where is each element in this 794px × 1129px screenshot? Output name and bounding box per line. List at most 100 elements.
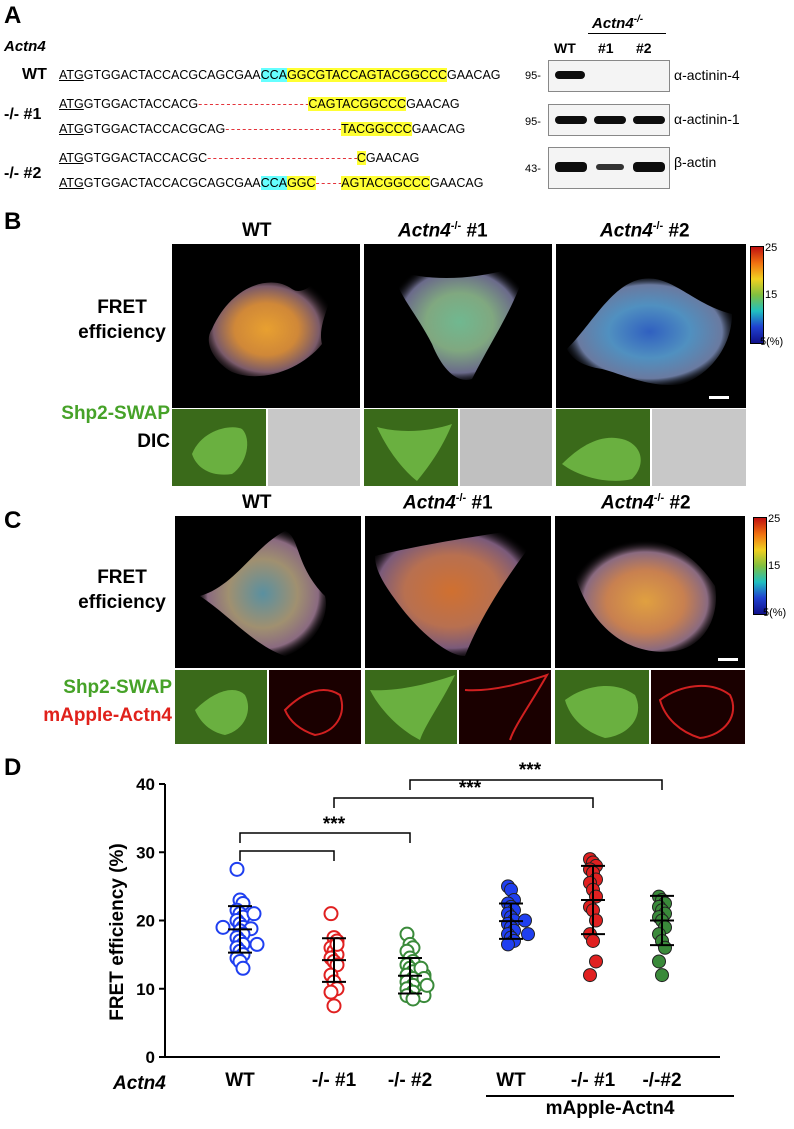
d-data-point [229,861,245,877]
b-colorbar-tick-25: 25 [765,242,778,254]
d-x-category-label: WT [496,1070,526,1091]
d-y-tick-label: 0 [146,1048,155,1067]
d-x-category-label: -/- #1 [311,1070,357,1091]
d-data-point [501,937,515,952]
c-header-wt: WT [242,492,272,513]
ko1-seq-label: -/- #1 [4,106,42,123]
c-colorbar [753,517,767,615]
b-dic-ko2 [652,409,746,486]
d-data-point [323,984,339,1000]
b-cell-ko2 [567,278,732,386]
d-y-tick-label: 30 [136,843,155,862]
c-header-ko2: Actn4-/- #2 [601,492,691,514]
b-colorbar [750,246,764,344]
d-data-point [655,968,669,983]
mw-95-b: 95- [525,116,541,128]
d-row-label: Actn4 [113,1073,166,1094]
band-actinin4-wt [555,71,585,79]
b-cell-ko1 [392,264,527,380]
c-sub-images [175,670,745,744]
c-header-ko1: Actn4-/- #1 [403,492,493,514]
panel-d-letter: D [4,754,22,781]
d-significance-label: *** [323,814,346,835]
blot-actin [548,147,670,189]
c-row-label: FRET efficiency [78,567,166,613]
c-cell-ko1 [375,526,545,656]
b-scale-bar [709,396,729,399]
panel-b-letter: B [4,208,22,235]
d-data-point [215,919,231,935]
d-data-point [235,960,251,976]
d-data-point [652,954,666,969]
gene-label: Actn4 [4,38,46,55]
d-significance-bracket [409,779,663,790]
d-data-point [246,906,262,922]
c-colorbar-tick-5: 5(%) [763,607,787,619]
panel-a-letter: A [4,2,22,29]
b-colorbar-tick-15: 15 [765,289,778,301]
blot-ko-header: Actn4-/- [592,14,644,32]
d-data-point [419,977,435,993]
c-sub-labels: Shp2-SWAP mApple-Actn4 [43,677,172,726]
b-header-ko2: Actn4-/- #2 [600,220,690,242]
d-data-point [329,936,345,952]
d-data-point [323,906,339,922]
d-significance-label: *** [519,760,542,781]
ko2-sequence-allele-1: ATGGTGGACTACCACGC- - - - - - - - - - - -… [59,151,420,165]
c-red-ko1 [459,670,551,744]
ko2-seq-label: -/- #2 [4,165,42,182]
c-colorbar-tick-25: 25 [768,513,781,525]
lane-2: #2 [636,40,652,56]
wt-seq-label: WT [22,66,47,83]
d-data-point [586,933,600,948]
label-actin: β-actin [674,154,717,170]
b-colorbar-tick-5: 5(%) [760,336,784,348]
b-row-label: FRET efficiency [78,297,166,343]
d-y-tick-label: 20 [136,912,155,931]
b-header-wt: WT [242,220,272,241]
d-significance-bracket [333,797,594,808]
d-x-category-label: WT [225,1070,255,1091]
d-significance-bracket [239,850,335,861]
d-data-point [249,936,265,952]
d-chart: 0 10 20 30 40 *** *** *** [136,760,720,1067]
wt-sequence: ATGGTGGACTACCACGCAGCGAACCAGGCGTACCAGTACG… [59,68,501,82]
label-actinin1: α-actinin-1 [674,111,740,127]
d-x-category-label: -/- #2 [387,1070,433,1091]
c-colorbar-tick-15: 15 [768,560,781,572]
b-cell-wt [208,271,337,377]
lane-1: #1 [598,40,614,56]
d-data-point [326,998,342,1014]
d-y-tick-label: 40 [136,775,155,794]
d-data-point [583,968,597,983]
b-sub-images [172,409,746,486]
mw-95-a: 95- [525,70,541,82]
lane-wt: WT [554,40,576,56]
c-scale-bar [718,658,738,661]
label-actinin4: α-actinin-4 [674,67,740,83]
ko2-sequence-allele-2: ATGGTGGACTACCACGCAGCGAACCAGGC- - - - -AG… [59,176,484,190]
panel-c-letter: C [4,507,22,534]
blot-actinin1 [548,104,670,136]
d-data-point [521,927,535,942]
band-actin-ko2 [633,162,665,172]
b-dic-ko1 [460,409,552,486]
band-actinin1-ko1 [594,116,626,124]
ko1-sequence-allele-2: ATGGTGGACTACCACGCAG- - - - - - - - - - -… [59,122,466,136]
band-actinin1-wt [555,116,587,124]
blot-actinin4 [548,60,670,92]
d-group-label: mApple-Actn4 [545,1098,675,1119]
d-significance-bracket [239,832,411,843]
d-x-category-label: -/-#2 [642,1070,682,1091]
b-dic-wt [268,409,360,486]
c-red-wt [269,670,361,744]
d-x-category-label: -/- #1 [570,1070,616,1091]
d-data-point [405,991,421,1007]
b-header-ko1: Actn4-/- #1 [398,220,488,242]
b-sub-labels: Shp2-SWAP DIC [61,403,170,452]
d-data-point [658,940,672,955]
ko1-sequence-allele-1: ATGGTGGACTACCACG- - - - - - - - - - - - … [59,97,460,111]
d-data-point [589,913,603,928]
d-data-point [589,954,603,969]
band-actin-wt [555,162,587,172]
